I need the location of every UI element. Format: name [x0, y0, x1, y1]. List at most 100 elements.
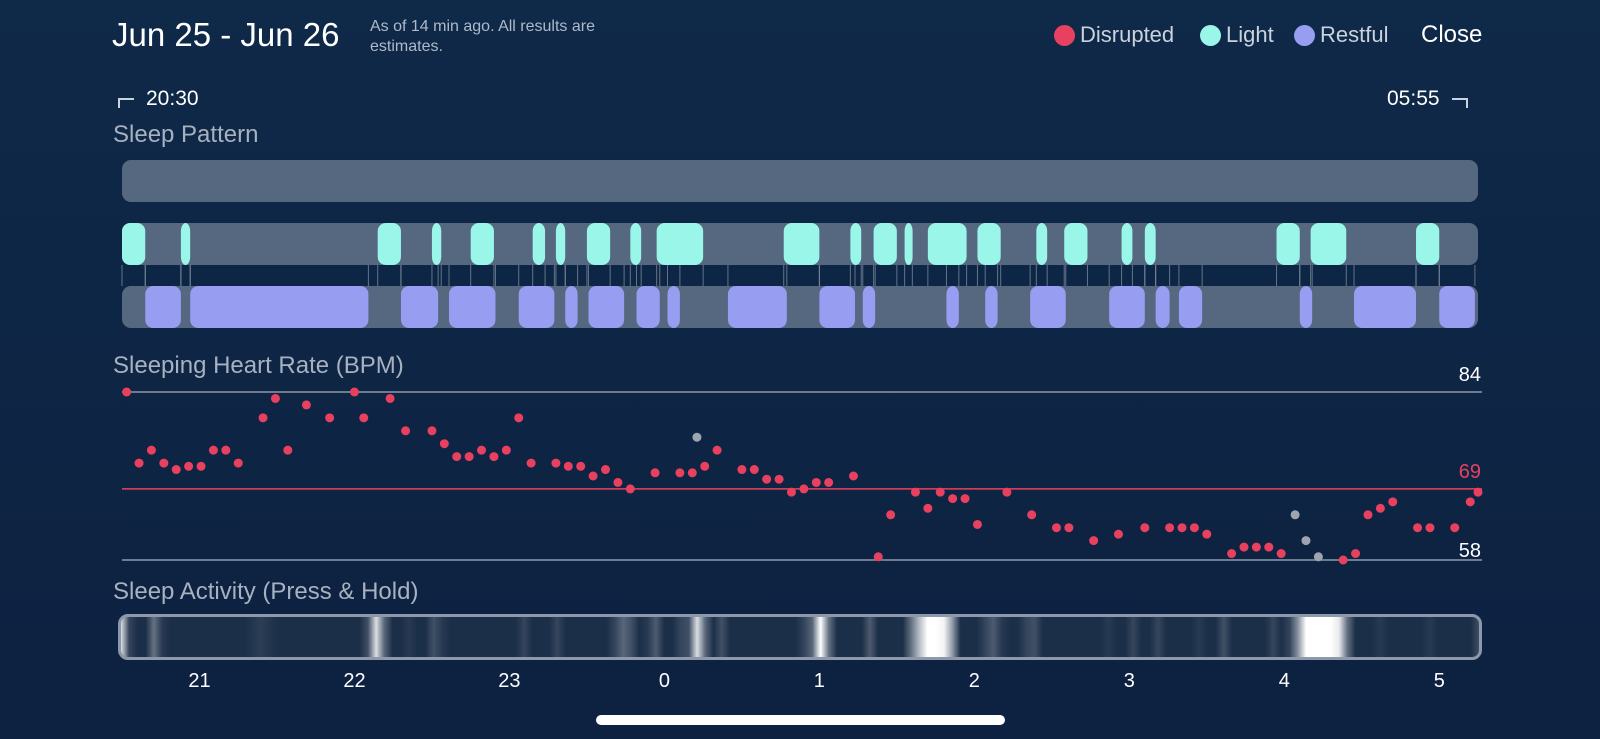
hr-point [221, 445, 231, 455]
legend-light: Light [1200, 22, 1274, 48]
hr-point [1089, 536, 1099, 546]
legend-light-label: Light [1226, 22, 1274, 47]
hr-min-label: 58 [1458, 540, 1481, 562]
hr-point [749, 465, 759, 475]
hr-point [464, 452, 474, 462]
hr-point [1465, 497, 1475, 507]
restful-segment [565, 286, 578, 328]
range-end-label: 05:55 [1387, 87, 1440, 110]
light-segment [1310, 223, 1347, 265]
sleep-pattern-title: Sleep Pattern [113, 121, 259, 148]
hr-point [786, 487, 796, 497]
hr-point [1276, 549, 1286, 559]
estimate-note: As of 14 min ago. All results are estima… [370, 18, 595, 55]
hr-point [799, 484, 809, 494]
light-segment [850, 223, 862, 265]
end-bracket-icon [1451, 98, 1468, 108]
hr-point [349, 387, 359, 397]
hr-point [171, 465, 181, 475]
hour-tick-label: 22 [343, 670, 366, 692]
hr-point [1351, 549, 1361, 559]
hr-point [687, 468, 697, 478]
hr-point [184, 461, 194, 471]
hr-point [283, 445, 293, 455]
hr-point-uncertain [692, 432, 702, 442]
hr-point [301, 400, 311, 410]
restful-segment [862, 286, 876, 328]
light-segment [783, 223, 820, 265]
hr-point [1264, 542, 1274, 552]
light-dot-icon [1200, 24, 1221, 46]
light-segment [555, 223, 566, 265]
hr-point [122, 387, 132, 397]
disrupted-dot-icon [1054, 24, 1075, 46]
date-range-title: Jun 25 - Jun 26 [112, 16, 340, 53]
light-segment [1121, 223, 1133, 265]
hr-point [526, 458, 536, 468]
legend-disrupted: Disrupted [1054, 22, 1174, 48]
hr-point [208, 445, 218, 455]
sleep-activity-bar[interactable] [118, 614, 1482, 660]
light-segment [927, 223, 967, 265]
hr-point [1450, 523, 1460, 533]
light-segment [122, 223, 146, 265]
restful-segment [1030, 286, 1066, 328]
restful-segment [190, 286, 369, 328]
hr-point [385, 393, 395, 403]
hr-point [146, 445, 156, 455]
legend-disrupted-label: Disrupted [1080, 22, 1175, 47]
light-segment [1416, 223, 1440, 265]
hr-point [514, 413, 524, 423]
close-button[interactable]: Close [1421, 21, 1483, 48]
hr-point [196, 461, 206, 471]
hr-point [452, 452, 462, 462]
restful-segment [1178, 286, 1203, 328]
range-end: 05:55 [1387, 87, 1468, 111]
hr-point-uncertain [1301, 536, 1311, 546]
hr-point [1177, 523, 1187, 533]
light-segment [431, 223, 442, 265]
restful-segment [1439, 286, 1475, 328]
restful-segment [1155, 286, 1170, 328]
sleep-activity-title: Sleep Activity (Press & Hold) [113, 578, 419, 605]
hr-point [712, 445, 722, 455]
hour-tick-label: 23 [498, 670, 521, 692]
start-bracket-icon [118, 98, 134, 108]
hr-point [737, 465, 747, 475]
hr-point [233, 458, 243, 468]
hr-point [325, 413, 335, 423]
home-indicator[interactable] [596, 715, 1005, 725]
hour-tick-label: 4 [1278, 670, 1290, 692]
hr-point [159, 458, 169, 468]
hr-point [1338, 555, 1348, 565]
restful-segment [448, 286, 496, 328]
heart-rate-chart [122, 387, 1483, 565]
heart-rate-title: Sleeping Heart Rate (BPM) [113, 352, 404, 379]
light-segment [656, 223, 704, 265]
hr-max-label: 84 [1458, 364, 1481, 386]
restful-segment [667, 286, 680, 328]
restful-segment [946, 286, 959, 328]
hr-point [563, 461, 573, 471]
hour-tick-label: 1 [813, 670, 825, 692]
light-segment [180, 223, 191, 265]
hr-point [1002, 487, 1012, 497]
hr-point [824, 477, 834, 487]
hr-point [1202, 529, 1212, 539]
hr-point [601, 465, 611, 475]
restful-segment [636, 286, 660, 328]
hr-point [134, 458, 144, 468]
restful-dot-icon [1294, 24, 1315, 46]
hour-tick-label: 3 [1123, 670, 1135, 692]
light-segment [586, 223, 611, 265]
restful-segment [727, 286, 787, 328]
restful-segment [1354, 286, 1417, 328]
restful-segment [145, 286, 181, 328]
hr-point [1388, 497, 1398, 507]
light-segment [377, 223, 401, 265]
sleep-pattern-chart[interactable] [0, 150, 1600, 340]
hr-point [960, 494, 970, 504]
hr-point [700, 461, 710, 471]
light-segment [873, 223, 897, 265]
hr-point [873, 552, 883, 562]
